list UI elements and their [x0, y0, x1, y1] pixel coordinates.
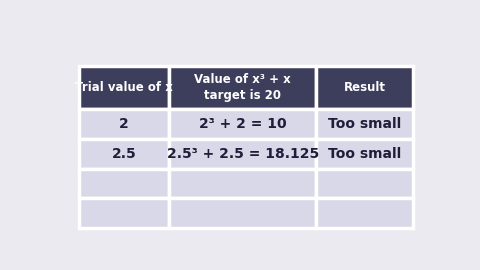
Bar: [169, 169, 316, 198]
Bar: [79, 109, 169, 139]
Text: 2.5: 2.5: [111, 147, 136, 161]
Text: 2: 2: [119, 117, 129, 131]
Bar: [79, 139, 169, 169]
Bar: [169, 66, 316, 109]
Bar: [169, 109, 316, 139]
Text: 2³ + 2 = 10: 2³ + 2 = 10: [199, 117, 287, 131]
Bar: [316, 109, 413, 139]
Bar: [316, 139, 413, 169]
Bar: [79, 198, 169, 228]
Bar: [316, 169, 413, 198]
Text: 2.5³ + 2.5 = 18.125: 2.5³ + 2.5 = 18.125: [167, 147, 319, 161]
Text: Too small: Too small: [328, 147, 401, 161]
Text: Value of x³ + x
target is 20: Value of x³ + x target is 20: [194, 73, 291, 102]
Bar: [169, 139, 316, 169]
Text: Too small: Too small: [328, 117, 401, 131]
Text: Trial value of x: Trial value of x: [75, 81, 173, 94]
Bar: [316, 198, 413, 228]
Bar: [169, 198, 316, 228]
Bar: [79, 66, 169, 109]
Bar: [316, 66, 413, 109]
Bar: [79, 169, 169, 198]
Text: Result: Result: [344, 81, 386, 94]
